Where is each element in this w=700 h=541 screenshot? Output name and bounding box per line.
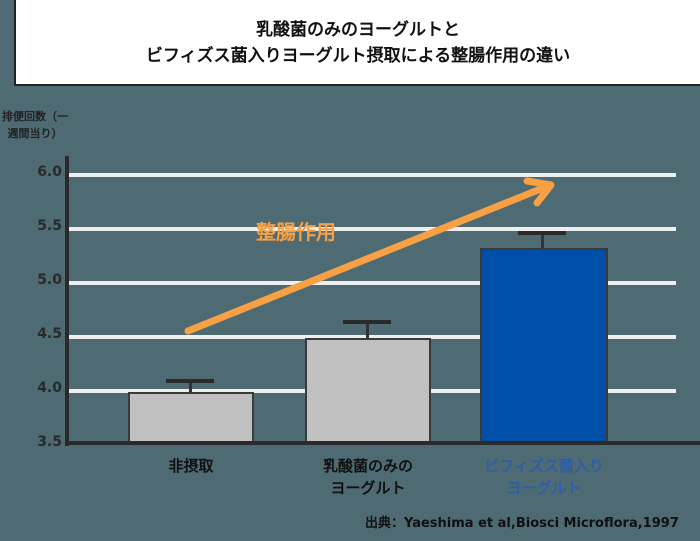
- source-citation: 出典：Yaeshima et al,Biosci Microflora,1997: [365, 516, 679, 531]
- error-bar-stem: [366, 323, 369, 338]
- error-bar-stem: [541, 234, 544, 248]
- gridline-4-5: [69, 335, 676, 339]
- y-tick-label: 4.5: [37, 326, 62, 342]
- category-label-line: ヨーグルト: [506, 479, 582, 497]
- category-label-non-intake: 非摂取: [128, 455, 254, 477]
- category-label-lactic-only: 乳酸菌のみの ヨーグルト: [288, 455, 448, 499]
- y-tick-label: 5.0: [37, 272, 62, 288]
- y-tick-label: 3.5: [37, 434, 62, 450]
- chart-title-box: 乳酸菌のみのヨーグルトと ビフィズス菌入りヨーグルト摂取による整腸作用の違い: [14, 0, 700, 86]
- bar-bifidus-yogurt: [480, 248, 608, 442]
- category-label-line: ビフィズス菌入り: [484, 457, 604, 475]
- y-axis: [65, 156, 69, 446]
- category-label-bifidus: ビフィズス菌入り ヨーグルト: [462, 455, 626, 499]
- error-bar-cap: [518, 231, 566, 235]
- y-axis-label: 排便回数（一週間当り）: [0, 108, 70, 142]
- y-tick-label: 5.5: [37, 218, 62, 234]
- y-axis-label-text: 排便回数（一週間当り）: [2, 110, 68, 140]
- category-label-line: ヨーグルト: [330, 479, 406, 497]
- bar-non-intake: [128, 392, 254, 442]
- x-axis: [65, 441, 700, 445]
- category-label-line: 乳酸菌のみの: [322, 457, 413, 475]
- y-tick-label: 4.0: [37, 380, 62, 396]
- error-bar-stem: [189, 382, 192, 392]
- category-label-line: 非摂取: [168, 457, 214, 475]
- annotation-label: 整腸作用: [256, 220, 336, 244]
- chart-title-line-1: 乳酸菌のみのヨーグルトと: [256, 20, 460, 40]
- gridline-5-5: [69, 227, 676, 231]
- error-bar-cap: [166, 379, 214, 383]
- y-tick-label: 6.0: [37, 164, 62, 180]
- gridline-6-0: [69, 173, 676, 177]
- chart-title-line-2: ビフィズス菌入りヨーグルト摂取による整腸作用の違い: [145, 46, 571, 66]
- error-bar-cap: [343, 320, 391, 324]
- gridline-5-0: [69, 281, 676, 285]
- bar-lactic-only-yogurt: [305, 338, 431, 442]
